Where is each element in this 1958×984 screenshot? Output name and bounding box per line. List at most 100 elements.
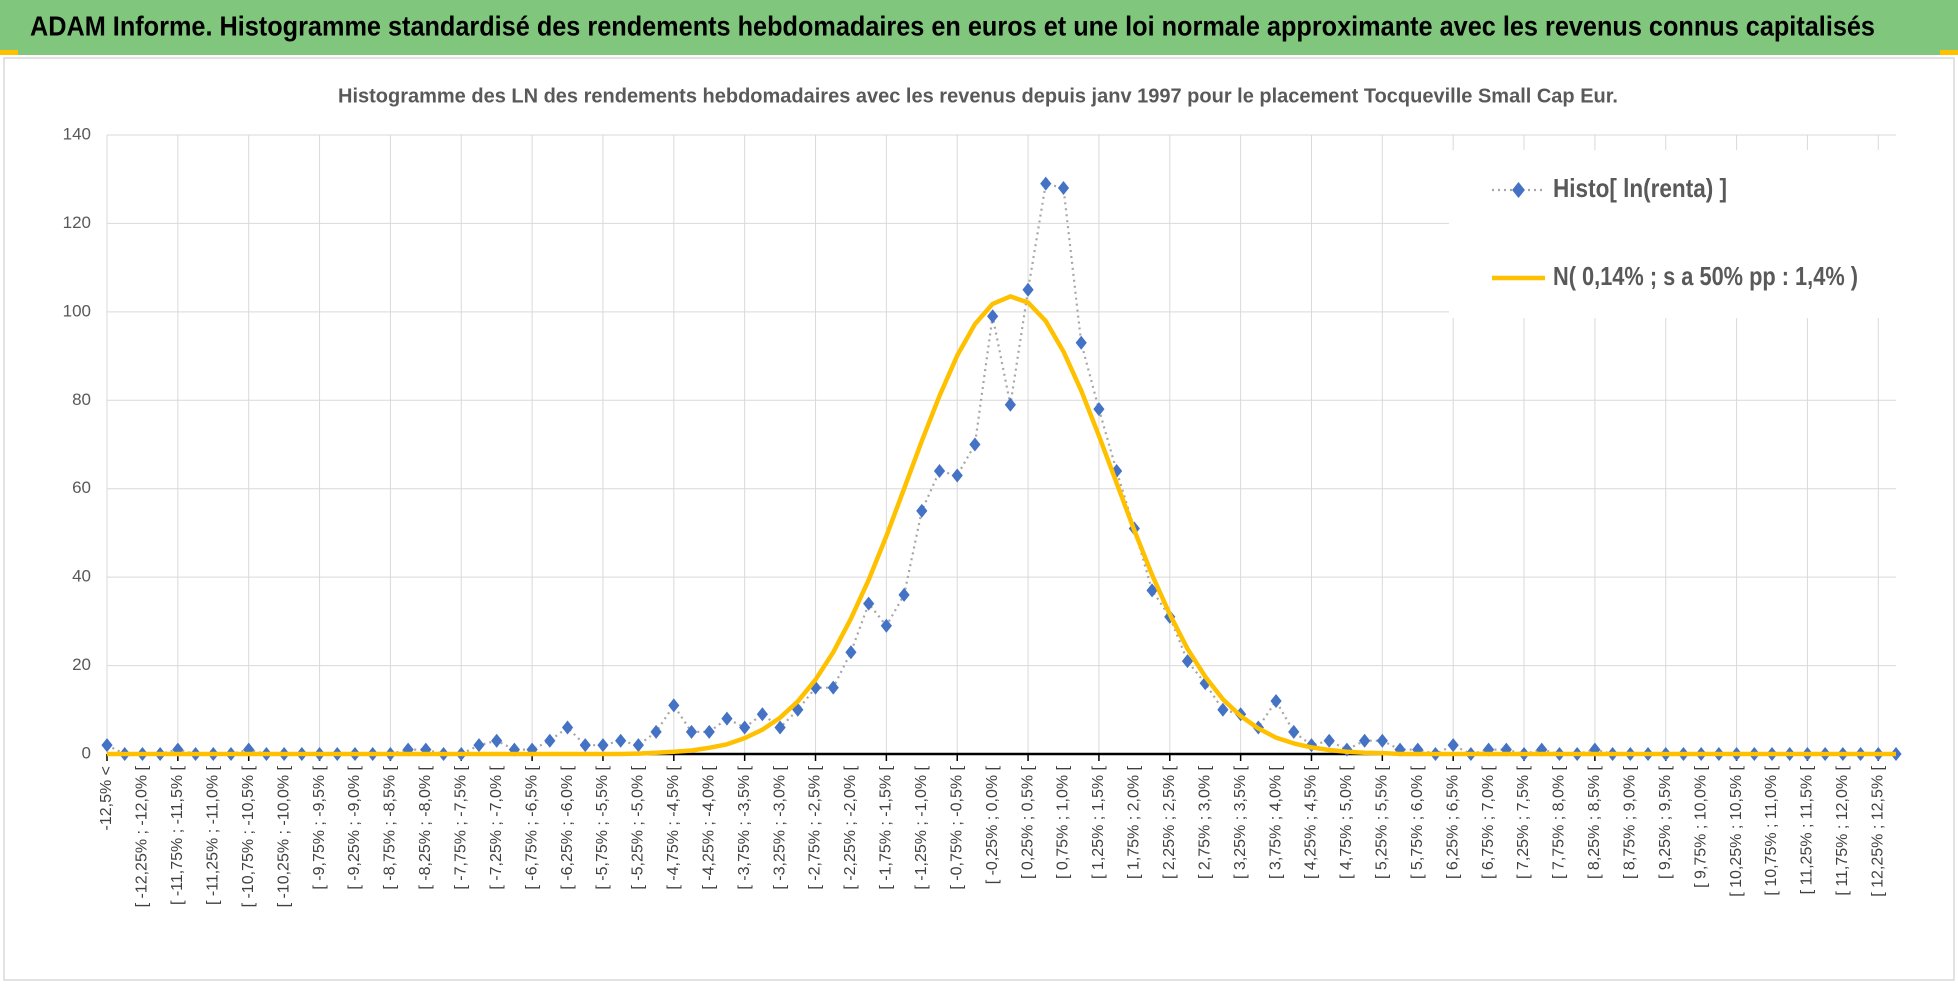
y-tick-label: 20 (72, 655, 91, 674)
x-tick-label: [ -7,25% ; -7,0% [ (488, 765, 505, 889)
diamond-marker (668, 698, 680, 713)
corner-mark (0, 50, 18, 55)
x-tick-label: [ 1,25% ; 1,5% [ (1090, 765, 1107, 879)
x-tick-label: [ 10,25% ; 10,5% [ (1728, 765, 1745, 896)
diamond-marker (1146, 583, 1158, 598)
diamond-marker (1075, 335, 1087, 350)
x-tick-label: [ 8,25% ; 8,5% [ (1586, 765, 1603, 879)
diamond-marker (1217, 702, 1229, 717)
legend-marker (1512, 182, 1525, 198)
diamond-marker (101, 738, 113, 753)
x-tick-label: [ -5,25% ; -5,0% [ (630, 765, 647, 889)
x-tick-label: [ -5,75% ; -5,5% [ (594, 765, 611, 889)
x-tick-label: [ -1,75% ; -1,5% [ (878, 765, 895, 889)
x-tick-label: [ -2,75% ; -2,5% [ (807, 765, 824, 889)
diamond-marker (1270, 693, 1282, 708)
diamond-marker (491, 733, 503, 748)
diamond-marker (933, 464, 946, 479)
x-tick-label: [ 11,25% ; 11,5% [ (1799, 765, 1816, 894)
diamond-marker (1376, 733, 1388, 748)
diamond-marker (1040, 176, 1052, 191)
legend-label: N( 0,14% ; s a 50% pp : 1,4% ) (1553, 261, 1858, 291)
x-tick-label: [ -11,75% ; -11,5% [ (169, 765, 186, 905)
diamond-marker (1359, 733, 1371, 748)
x-tick-label: [ 7,25% ; 7,5% [ (1515, 765, 1532, 879)
diamond-marker (703, 724, 715, 739)
x-tick-label: [ 4,75% ; 5,0% [ (1338, 765, 1355, 879)
x-tick-label: [ -7,75% ; -7,5% [ (452, 765, 469, 889)
diamond-marker (1093, 402, 1105, 417)
x-tick-label: [ -4,75% ; -4,5% [ (665, 765, 682, 889)
diamond-marker (951, 468, 963, 483)
header-bar (0, 0, 1958, 55)
x-tick-label: [ -3,75% ; -3,5% [ (736, 765, 753, 889)
x-tick-label: [ 0,75% ; 1,0% [ (1055, 765, 1072, 879)
x-tick-label: [ -10,25% ; -10,0% [ (275, 765, 292, 907)
x-tick-label: [ -6,25% ; -6,0% [ (559, 765, 576, 889)
diamond-marker (1288, 724, 1300, 739)
x-tick-label: [ -4,25% ; -4,0% [ (700, 765, 717, 889)
diamond-marker (544, 733, 556, 748)
x-tick-label: [ 9,75% ; 10,0% [ (1692, 765, 1709, 887)
x-tick-label: [ -8,25% ; -8,0% [ (417, 765, 434, 889)
x-tick-label: [ -0,25% ; 0,0% [ (984, 765, 1001, 884)
diamond-marker (1199, 676, 1211, 691)
x-tick-label: [ 10,75% ; 11,0% [ (1763, 765, 1780, 895)
diamond-marker (1412, 742, 1424, 757)
chart-frame (3, 57, 1955, 981)
diamond-marker (774, 720, 786, 735)
x-tick-label: [ -10,75% ; -10,5% [ (240, 765, 257, 907)
diamond-marker (827, 680, 839, 695)
diamond-marker (863, 596, 875, 611)
diamond-marker (402, 742, 414, 757)
x-tick-label: [ -9,25% ; -9,0% [ (346, 765, 363, 889)
x-tick-label: [ 0,25% ; 0,5% [ (1019, 765, 1036, 879)
diamond-marker (880, 618, 892, 633)
x-tick-label: [ -0,75% ; -0,5% [ (948, 765, 965, 889)
legend-label: Histo[ ln(renta) ] (1553, 173, 1727, 203)
diamond-marker (987, 309, 999, 324)
x-tick-label: [ 4,25% ; 4,5% [ (1303, 765, 1320, 879)
y-tick-label: 80 (72, 390, 91, 409)
x-tick-label: [ 8,75% ; 9,0% [ (1622, 765, 1639, 879)
legend-box (1449, 150, 1896, 318)
x-tick-label: [ 1,75% ; 2,0% [ (1126, 765, 1143, 879)
diamond-marker (1447, 738, 1459, 753)
x-tick-label: -12,5% < (98, 766, 115, 830)
x-tick-label: [ 2,75% ; 3,0% [ (1196, 765, 1213, 879)
x-tick-label: [ 6,25% ; 6,5% [ (1444, 765, 1461, 879)
x-tick-label: [ 12,25% ; 12,5% [ (1870, 765, 1887, 896)
x-tick-label: [ 2,25% ; 2,5% [ (1161, 765, 1178, 879)
y-tick-label: 40 (72, 567, 91, 586)
diamond-marker (597, 738, 609, 753)
x-tick-label: [ 5,75% ; 6,0% [ (1409, 765, 1426, 879)
y-tick-label: 100 (63, 301, 91, 320)
x-tick-label: [ 9,25% ; 9,5% [ (1657, 765, 1674, 879)
x-tick-label: [ -6,75% ; -6,5% [ (523, 765, 540, 889)
diamond-marker (650, 724, 662, 739)
diamond-marker (1057, 181, 1070, 196)
x-tick-label: [ -12,25% ; -12,0% [ (134, 765, 151, 907)
x-tick-label: [ -9,75% ; -9,5% [ (311, 765, 328, 889)
diamond-marker (473, 738, 485, 753)
diamond-marker (632, 738, 644, 753)
x-tick-label: [ 11,75% ; 12,0% [ (1834, 765, 1851, 895)
diamond-marker (1181, 654, 1194, 669)
chart-title: Histogramme des LN des rendements hebdom… (338, 85, 1618, 107)
x-tick-label: [ 5,25% ; 5,5% [ (1374, 765, 1391, 879)
y-tick-label: 0 (82, 743, 91, 762)
x-tick-label: [ -8,75% ; -8,5% [ (382, 765, 399, 889)
x-tick-label: [ 3,75% ; 4,0% [ (1267, 765, 1284, 879)
diamond-marker (685, 724, 698, 739)
diamond-marker (615, 733, 627, 748)
diamond-marker (916, 503, 928, 518)
diamond-marker (969, 437, 981, 452)
diamond-marker (739, 720, 751, 735)
page-title: ADAM Informe. Histogramme standardisé de… (30, 10, 1875, 41)
diamond-marker (579, 738, 591, 753)
diamond-marker (561, 720, 574, 735)
diamond-marker (1022, 282, 1034, 297)
x-tick-label: [ 3,25% ; 3,5% [ (1232, 765, 1249, 879)
diamond-marker (1004, 397, 1016, 412)
